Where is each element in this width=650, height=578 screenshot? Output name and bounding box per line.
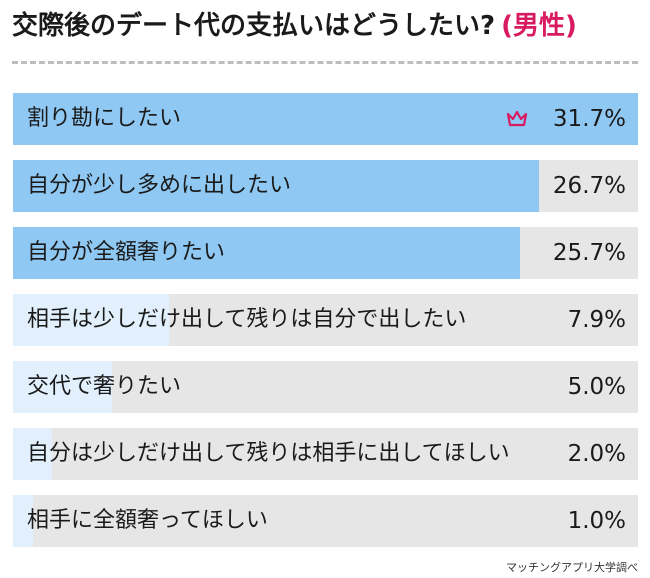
bar-label: 割り勘にしたい xyxy=(27,106,182,131)
bar-label: 交代で奢りたい xyxy=(27,374,182,399)
bar xyxy=(13,428,53,480)
crown-icon xyxy=(506,110,528,127)
bar-value-label: 26.7% xyxy=(552,173,626,199)
bar-value-label: 5.0% xyxy=(567,374,626,400)
bar-row: 交代で奢りたい 5.0% xyxy=(13,361,638,413)
bar-label: 自分が少し多めに出したい xyxy=(27,173,292,198)
bar xyxy=(13,227,520,279)
bar-value-label: 2.0% xyxy=(567,441,626,467)
bar xyxy=(13,495,33,547)
bar-value-label: 25.7% xyxy=(552,240,626,266)
bar-row: 相手に全額奢ってほしい 1.0% xyxy=(13,495,638,547)
bar-row: 相手は少しだけ出して残りは自分で出したい 7.9% xyxy=(13,294,638,346)
bar xyxy=(13,361,112,413)
bar-chart: 割り勘にしたい 31.7% 自分が少し多めに出したい 26.7% 自分が全額奢りたい 25… xyxy=(13,93,638,562)
source-note: マッチングアプリ大学調べ xyxy=(506,561,638,574)
bar-label: 自分は少しだけ出して残りは相手に出してほしい xyxy=(27,441,510,466)
bar-label: 自分が全額奢りたい xyxy=(27,240,226,265)
chart-title-sub: (男性) xyxy=(501,11,577,41)
bar-label: 相手は少しだけ出して残りは自分で出したい xyxy=(27,307,467,332)
bar xyxy=(13,294,169,346)
bar-row: 自分が少し多めに出したい 26.7% xyxy=(13,160,638,212)
chart-title: 交際後のデート代の支払いはどうしたい? (男性) xyxy=(12,6,577,46)
title-divider xyxy=(12,61,638,64)
chart-title-main: 交際後のデート代の支払いはどうしたい? xyxy=(12,11,496,41)
bar-row: 割り勘にしたい 31.7% xyxy=(13,93,638,145)
bar-row: 自分は少しだけ出して残りは相手に出してほしい 2.0% xyxy=(13,428,638,480)
bar-row: 自分が全額奢りたい 25.7% xyxy=(13,227,638,279)
bar-label: 相手に全額奢ってほしい xyxy=(27,508,268,533)
bar xyxy=(13,93,638,145)
bar-value-label: 7.9% xyxy=(567,307,626,333)
bar xyxy=(13,160,540,212)
bar-value-label: 1.0% xyxy=(567,508,626,534)
bar-value-label: 31.7% xyxy=(552,106,626,132)
